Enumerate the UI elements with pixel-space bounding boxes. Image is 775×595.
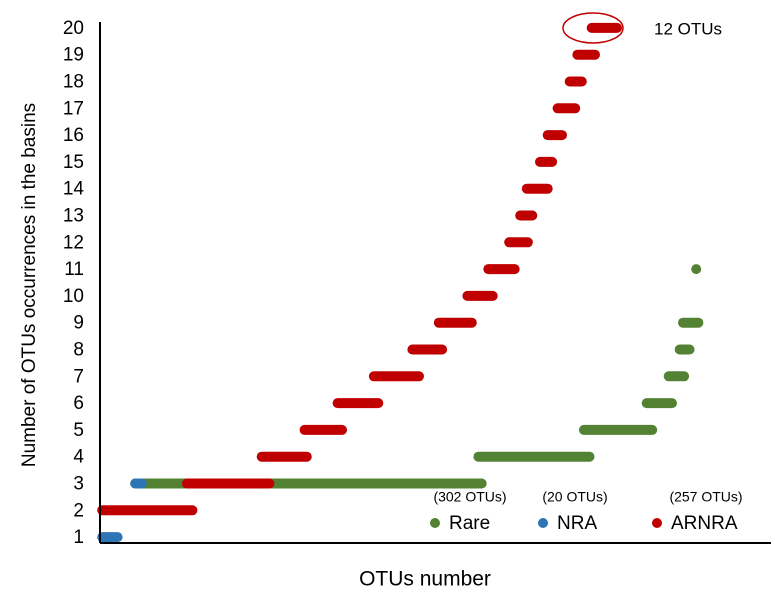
- legend-marker: [538, 518, 548, 528]
- legend-count: (20 OTUs): [542, 489, 607, 505]
- legend-count: (302 OTUs): [433, 489, 506, 505]
- y-tick-label: 4: [73, 447, 84, 468]
- legend-label: Rare: [449, 513, 490, 534]
- y-tick-label: 10: [63, 286, 84, 307]
- y-tick-label: 15: [63, 152, 84, 173]
- y-tick-label: 20: [63, 18, 84, 39]
- legend-label: NRA: [557, 513, 597, 534]
- y-tick-label: 12: [63, 232, 84, 253]
- y-tick-label: 6: [73, 393, 84, 414]
- y-tick-label: 11: [64, 259, 84, 280]
- y-tick-label: 2: [73, 500, 84, 521]
- y-tick-label: 3: [73, 474, 84, 495]
- y-tick-label: 17: [63, 98, 84, 119]
- y-tick-label: 1: [73, 527, 84, 548]
- y-tick-label: 16: [63, 125, 84, 146]
- annotation-ellipse: [562, 12, 624, 44]
- y-tick-label: 14: [63, 179, 85, 200]
- legend-marker: [652, 518, 662, 528]
- legend-marker: [430, 518, 440, 528]
- y-tick-label: 5: [73, 420, 84, 441]
- annotation: 12 OTUs: [654, 19, 722, 38]
- y-tick-label: 18: [63, 72, 84, 93]
- y-axis-label: Number of OTUs occurrences in the basins: [19, 103, 40, 467]
- y-tick-label: 8: [73, 340, 84, 361]
- y-tick-label: 19: [63, 45, 84, 66]
- legend-label: ARNRA: [671, 513, 738, 534]
- x-axis-label: OTUs number: [359, 568, 491, 591]
- y-tick-label: 7: [73, 366, 84, 387]
- y-tick-label: 13: [63, 206, 84, 227]
- legend-count: (257 OTUs): [669, 489, 742, 505]
- y-tick-label: 9: [73, 313, 84, 334]
